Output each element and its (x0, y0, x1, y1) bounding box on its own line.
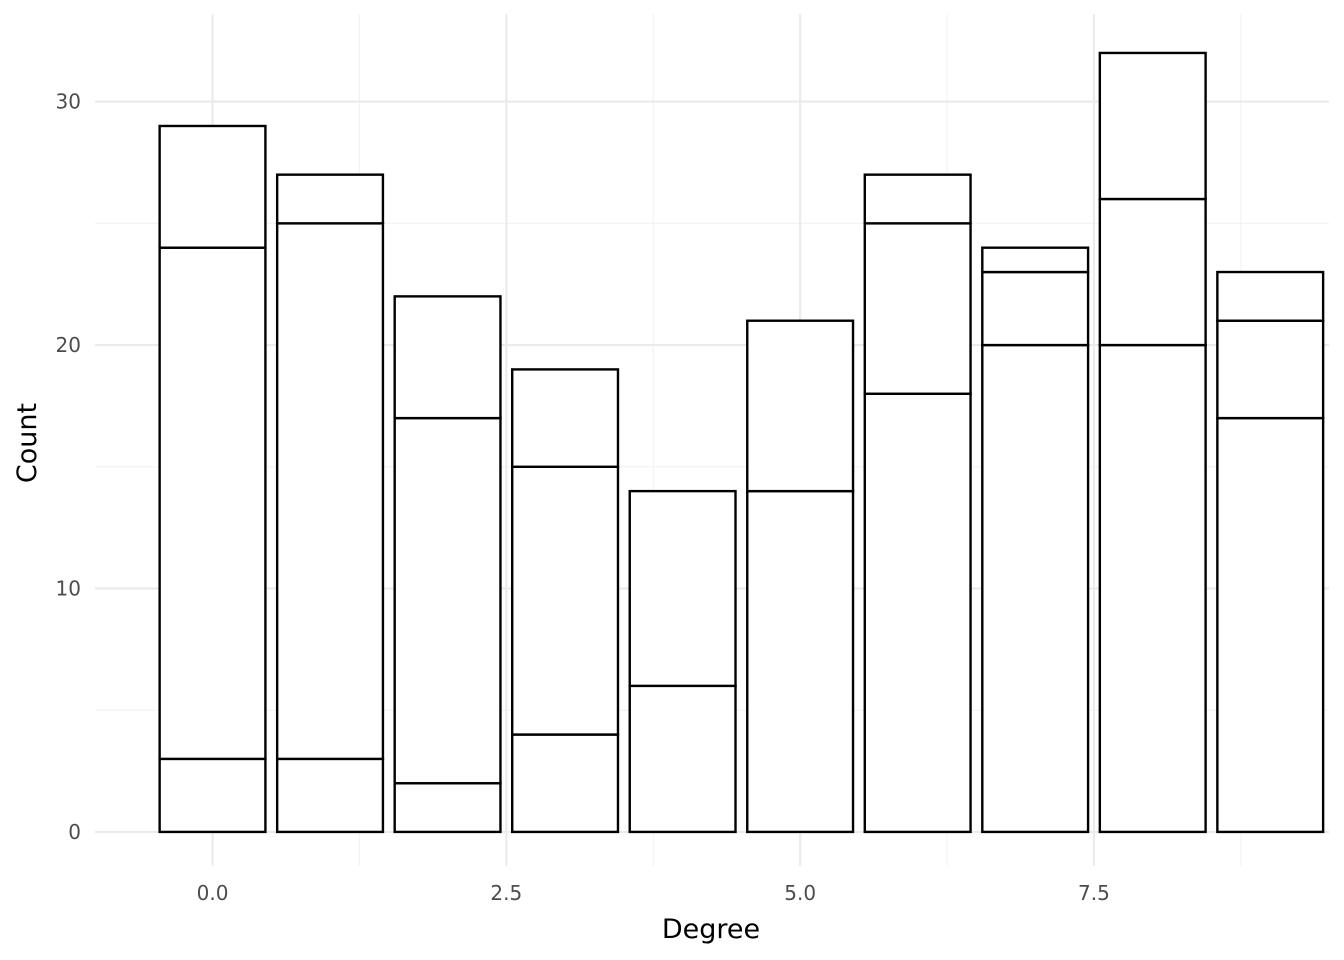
y-tick-labels: 0 10 20 30 (56, 90, 81, 844)
y-tick-label: 30 (56, 90, 81, 114)
bar-segment (628, 489, 737, 688)
x-axis-title: Degree (662, 914, 760, 945)
y-axis-title: Count (12, 403, 43, 483)
bar-segment (511, 733, 620, 834)
bar-segment (628, 684, 737, 834)
bar-segment (1098, 197, 1207, 347)
bar-stack (393, 295, 502, 834)
bar-segment (275, 757, 385, 834)
bar-segment (158, 124, 267, 249)
x-tick-label: 7.5 (1078, 881, 1110, 905)
bar-segment (863, 392, 972, 834)
bar-stack (863, 173, 972, 834)
bar-segment (393, 782, 502, 834)
bar-stack (1216, 270, 1325, 834)
x-tick-label: 5.0 (784, 881, 816, 905)
bar-segment (863, 173, 972, 225)
bar-segment (511, 368, 620, 468)
bar-segment (981, 343, 1090, 834)
bar-segment (981, 246, 1090, 274)
y-tick-label: 10 (56, 576, 81, 600)
bar-segment (1098, 51, 1207, 201)
bar-segment (511, 465, 620, 736)
bar-segment (863, 222, 972, 395)
bar-stack (275, 173, 385, 834)
bar-stack (628, 489, 737, 834)
bar-segment (158, 246, 267, 761)
bar-segment (275, 173, 385, 225)
bar-stack (1098, 51, 1207, 834)
bar-segment (1216, 319, 1325, 420)
bar-segment (746, 489, 855, 834)
y-tick-label: 0 (68, 820, 81, 844)
bar-stack (746, 319, 855, 834)
bar-segment (1216, 270, 1325, 322)
bar-segment (393, 295, 502, 420)
bar-segment (1098, 343, 1207, 834)
bar-segment (158, 757, 267, 834)
bar-segment (393, 416, 502, 785)
bar-segment (275, 222, 385, 761)
x-tick-labels: 0.0 2.5 5.0 7.5 (197, 881, 1110, 905)
bar-stack (981, 246, 1090, 834)
x-tick-label: 2.5 (490, 881, 522, 905)
bar-stack (158, 124, 267, 834)
bar-segment (1216, 416, 1325, 834)
y-tick-label: 20 (56, 333, 81, 357)
bar-segment (981, 270, 1090, 347)
bar-segment (746, 319, 855, 493)
x-tick-label: 0.0 (197, 881, 229, 905)
bars (158, 51, 1325, 834)
bar-stack (511, 368, 620, 834)
